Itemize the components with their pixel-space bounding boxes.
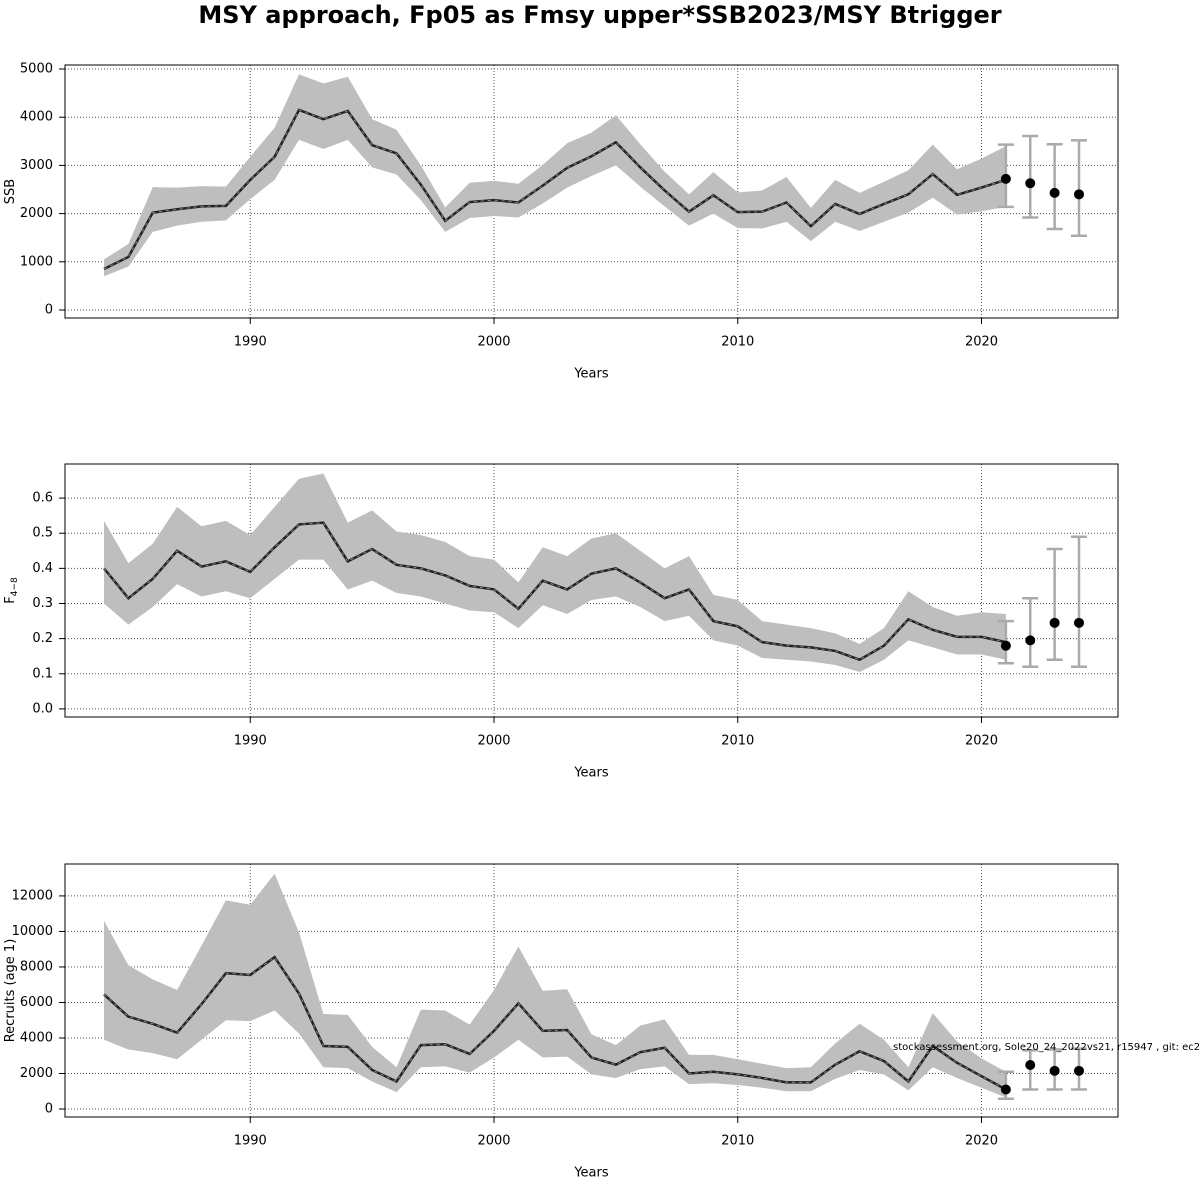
forecast-point	[1074, 1065, 1084, 1076]
chart-title: MSY approach, Fp05 as Fmsy upper*SSB2023…	[198, 1, 1001, 29]
error-bar	[1071, 535, 1087, 669]
forecast-point	[1049, 187, 1060, 198]
forecast-point	[1049, 1065, 1060, 1076]
x-axis-title: Years	[573, 766, 609, 781]
y-tick-label: 12000	[12, 888, 53, 903]
y-tick-label: 0	[45, 1102, 53, 1117]
forecast-point	[1025, 635, 1036, 646]
y-axis-title-main: F	[3, 596, 18, 603]
estimate-line	[103, 108, 1007, 271]
y-axis-title: SSB	[3, 179, 18, 204]
y-axis-title: F4−8	[3, 577, 20, 604]
x-tick-label: 2020	[965, 1134, 998, 1149]
x-tick-label: 1990	[234, 1134, 267, 1149]
y-axis-title-main: SSB	[3, 179, 18, 204]
footnote: stockassessment.org, Sole20_24_2022vs21,…	[893, 1042, 1200, 1053]
forecast-point	[1074, 617, 1084, 628]
forecast-point	[1025, 1059, 1036, 1070]
y-axis-title-main: Recruits (age 1)	[3, 939, 18, 1043]
estimate-line-dash	[103, 956, 1007, 1090]
y-tick-label: 0.4	[32, 561, 53, 576]
confidence-band	[104, 473, 1006, 673]
x-axis-title: Years	[573, 1166, 609, 1181]
y-tick-label: 0.0	[32, 701, 53, 716]
x-tick-label: 1990	[234, 335, 267, 350]
error-bar	[1046, 142, 1063, 231]
plot-frame	[64, 863, 1119, 1118]
y-tick-label: 3000	[20, 158, 53, 173]
error-bar	[1022, 134, 1039, 219]
y-tick-label: 10000	[12, 924, 53, 939]
y-axis-title-sub: 4−8	[10, 577, 20, 596]
x-tick-label: 2000	[477, 335, 510, 350]
y-tick-label: 1000	[20, 254, 53, 269]
forecast-point	[1000, 640, 1011, 651]
error-bar	[1071, 139, 1087, 238]
y-tick-label: 0.2	[32, 631, 53, 646]
estimate-line-dash	[103, 522, 1006, 661]
y-tick-label: 0	[45, 302, 53, 317]
y-axis-title: Recruits (age 1)	[3, 939, 18, 1043]
forecast-point	[1074, 189, 1084, 200]
y-tick-label: 0.3	[32, 596, 53, 611]
y-tick-label: 0.1	[32, 666, 53, 681]
x-tick-label: 2010	[721, 734, 754, 749]
confidence-band	[104, 873, 1006, 1098]
y-tick-label: 4000	[20, 1030, 53, 1045]
x-tick-label: 2010	[721, 335, 754, 350]
error-bar	[1022, 596, 1039, 669]
y-tick-label: 0.5	[32, 526, 53, 541]
plot-frame	[64, 463, 1119, 718]
y-tick-label: 0.6	[32, 491, 53, 506]
y-tick-label: 6000	[20, 995, 53, 1010]
y-tick-label: 4000	[20, 110, 53, 125]
y-tick-label: 8000	[20, 959, 53, 974]
x-axis-title: Years	[573, 367, 609, 382]
y-tick-label: 2000	[20, 206, 53, 221]
forecast-point	[1000, 173, 1011, 184]
forecast-point	[1000, 1084, 1011, 1095]
y-tick-label: 2000	[20, 1066, 53, 1081]
forecast-point	[1049, 617, 1060, 628]
x-tick-label: 2000	[477, 1134, 510, 1149]
x-tick-label: 2010	[721, 1134, 754, 1149]
x-tick-label: 2020	[965, 734, 998, 749]
x-tick-label: 2020	[965, 335, 998, 350]
y-tick-label: 5000	[20, 62, 53, 77]
error-bar	[1046, 547, 1063, 661]
plot-frame	[64, 64, 1119, 319]
x-tick-label: 1990	[234, 734, 267, 749]
x-tick-label: 2000	[477, 734, 510, 749]
forecast-point	[1025, 178, 1036, 189]
